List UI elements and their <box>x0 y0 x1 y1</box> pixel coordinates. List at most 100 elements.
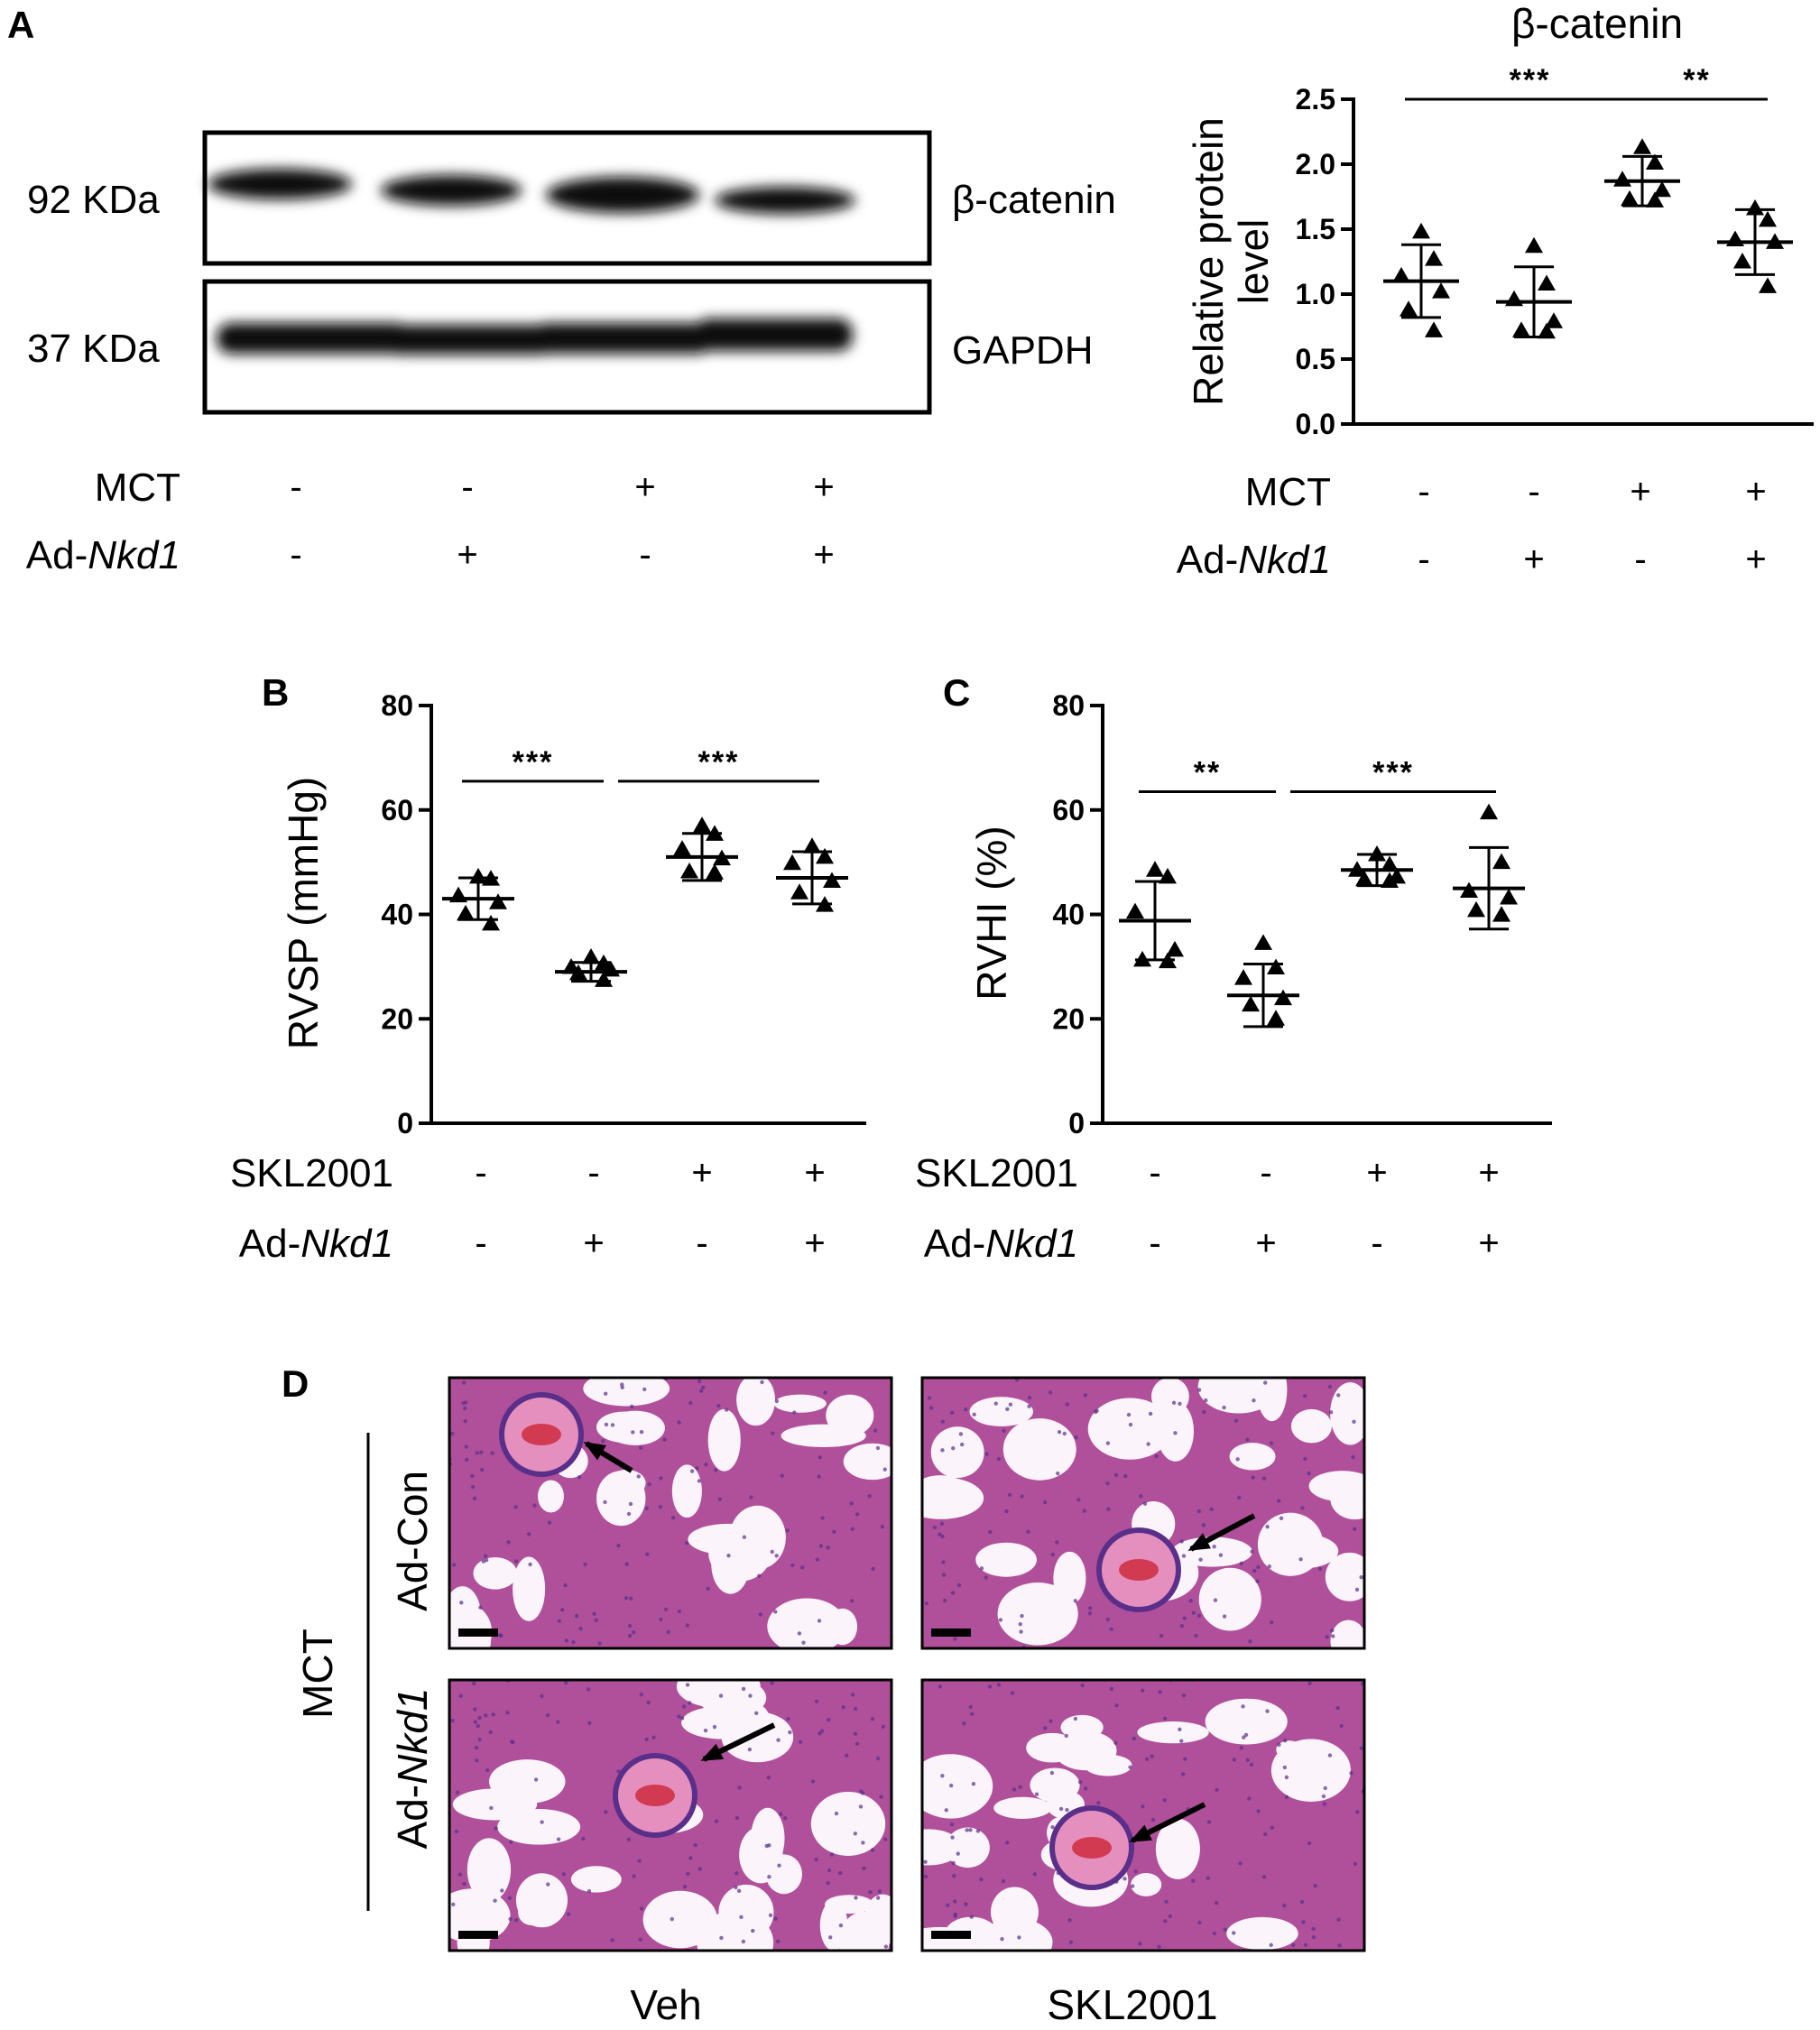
nucleus <box>1017 1935 1021 1940</box>
nucleus <box>1331 1634 1335 1638</box>
nucleus <box>1182 1616 1187 1620</box>
nucleus <box>462 1406 467 1411</box>
nucleus <box>801 1640 806 1645</box>
chart-b-point-1-1 <box>469 867 487 884</box>
chart-b-point-1-6 <box>482 914 500 931</box>
blot-row-label-2: Ad-Nkd1 <box>26 533 180 577</box>
nucleus <box>651 1735 656 1739</box>
chart-c-ytick-label-0: 0 <box>1068 1107 1085 1140</box>
nucleus <box>949 1410 955 1415</box>
chart-a-quant-ytick-label-5: 2.5 <box>1296 83 1335 115</box>
chart-c-group-4 <box>1453 803 1525 931</box>
nucleus <box>1073 1599 1078 1603</box>
nucleus <box>1162 1716 1168 1721</box>
chart-a-quant-ylabel: Relative proteinlevel <box>1185 117 1277 406</box>
nucleus <box>734 1885 738 1890</box>
chart-b-point-2-5 <box>569 964 587 981</box>
nucleus <box>644 1506 650 1510</box>
nucleus <box>965 1828 969 1832</box>
micrograph-tissue <box>449 1378 892 1648</box>
row-label-text: SKL2001 <box>230 1151 393 1195</box>
vessel-lumen <box>1119 1559 1159 1581</box>
nucleus <box>1282 1738 1288 1743</box>
nucleus <box>1256 1809 1261 1813</box>
band-beta-catenin-lane-4 <box>715 187 855 214</box>
nucleus <box>764 1843 769 1849</box>
chart-a-quant-point-1-5 <box>1400 300 1418 317</box>
row-label-text: Ad- <box>1177 538 1238 582</box>
chart-b-point-3-1 <box>693 817 711 833</box>
nucleus <box>883 1944 889 1949</box>
nucleus <box>823 1390 827 1395</box>
nucleus <box>1163 1918 1168 1924</box>
nucleus <box>703 1728 708 1733</box>
nucleus <box>927 1396 932 1400</box>
nucleus <box>1109 1627 1113 1631</box>
nucleus <box>1277 1742 1281 1748</box>
alveolar-space <box>1290 1408 1333 1444</box>
nucleus <box>1158 1690 1162 1694</box>
nucleus <box>601 1438 605 1444</box>
nucleus <box>766 1776 771 1780</box>
nucleus <box>1077 1780 1083 1785</box>
nucleus <box>1050 1824 1055 1830</box>
nucleus <box>470 1484 476 1490</box>
nucleus <box>533 1777 539 1782</box>
nucleus <box>739 1915 744 1920</box>
chart-c-point-4-5 <box>1467 900 1485 918</box>
nucleus <box>1171 1400 1177 1405</box>
nucleus <box>785 1528 790 1533</box>
nucleus <box>1359 1746 1363 1750</box>
micrograph-tissue <box>922 1378 1364 1648</box>
nucleus <box>1194 1633 1198 1638</box>
nucleus <box>924 1601 929 1606</box>
nucleus <box>1146 1442 1150 1446</box>
nucleus <box>1270 1825 1275 1831</box>
chart-c-point-3-3 <box>1348 861 1366 877</box>
nucleus <box>1256 1564 1261 1570</box>
nucleus <box>1049 1770 1055 1776</box>
nucleus <box>1239 1561 1243 1566</box>
western-blot: 92 KDa 37 KDa β-catenin GAPDH <box>27 130 1116 415</box>
nucleus <box>1168 1914 1173 1919</box>
chart-a-quant-point-4-4 <box>1766 233 1784 249</box>
alveolar-space <box>708 1525 771 1582</box>
chart-a-quant-point-1-1 <box>1412 222 1430 239</box>
nucleus <box>773 1610 778 1614</box>
chart-c-point-4-4 <box>1500 888 1518 905</box>
blot-row-1-sign-1: - <box>290 467 301 507</box>
arrow-head-icon <box>1187 1533 1211 1551</box>
alveolar-space <box>1229 1443 1276 1471</box>
chart-c-point-4-3 <box>1460 881 1478 898</box>
nucleus <box>1352 1419 1356 1424</box>
nucleus <box>776 1738 781 1742</box>
nucleus <box>1243 1732 1249 1738</box>
nucleus <box>670 1916 674 1922</box>
nucleus <box>1354 1587 1360 1592</box>
blot-size-92: 92 KDa <box>27 178 160 222</box>
nucleus <box>677 1714 681 1719</box>
chart-c-ytick-label-3: 60 <box>1052 794 1085 826</box>
chart-a-quant-point-4-5 <box>1733 253 1751 269</box>
nucleus <box>1284 1775 1289 1780</box>
nucleus <box>587 1888 592 1894</box>
alveolar-space <box>605 1410 665 1445</box>
band-beta-catenin-lane-2 <box>381 175 522 206</box>
nucleus <box>1335 1705 1340 1711</box>
alveolar-space <box>975 1542 1037 1577</box>
band-gapdh-lane-4 <box>695 318 853 351</box>
nucleus <box>670 1515 676 1520</box>
nucleus <box>832 1529 836 1534</box>
nucleus <box>687 1701 692 1705</box>
nucleus <box>577 1474 582 1480</box>
chart-b-row-1-sign-4: + <box>804 1153 825 1193</box>
nucleus <box>855 1741 860 1746</box>
chart-a-quant-row-2-sign-3: - <box>1634 540 1646 579</box>
nucleus <box>1209 1507 1214 1512</box>
nucleus <box>969 1915 974 1919</box>
nucleus <box>827 1868 832 1873</box>
chart-a-quant-group-1 <box>1383 222 1459 337</box>
nucleus <box>868 1890 873 1895</box>
chart-a-quant-row-1-sign-1: - <box>1418 472 1429 512</box>
nucleus <box>1359 1575 1363 1580</box>
